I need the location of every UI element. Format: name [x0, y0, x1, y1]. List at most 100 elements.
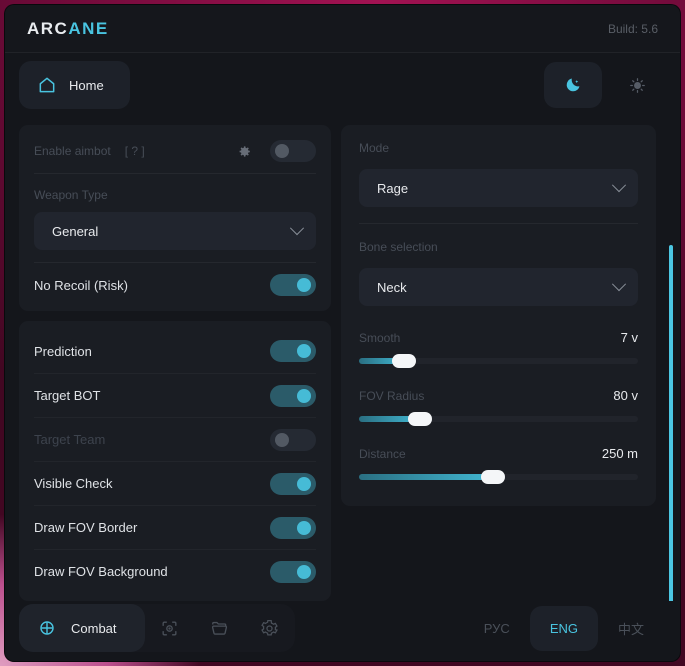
smooth-slider[interactable]	[359, 354, 638, 368]
smooth-value: 7 v	[620, 330, 638, 345]
build-version: Build: 5.6	[607, 21, 658, 36]
footer-bar: Combat РУС ENG 中文	[5, 601, 680, 661]
home-icon	[37, 75, 57, 95]
lang-rus-button[interactable]: РУС	[464, 606, 530, 651]
mode-settings-card: Mode Rage Bone selection Neck Smooth 7 v	[341, 125, 656, 506]
fov-radius-value: 80 v	[613, 388, 638, 403]
lang-zh-label: 中文	[617, 621, 644, 637]
target-bot-label: Target BOT	[34, 388, 101, 403]
help-hint: [ ? ]	[124, 144, 145, 158]
smooth-slider-section: Smooth 7 v	[359, 330, 638, 368]
mode-label: Mode	[359, 141, 390, 155]
lang-eng-label: ENG	[549, 620, 578, 636]
main-content: Enable aimbot [ ? ] Weapon Type General	[5, 117, 680, 601]
weapon-type-dropdown[interactable]: General	[34, 212, 316, 250]
distance-label: Distance	[359, 446, 406, 461]
mode-dropdown[interactable]: Rage	[359, 169, 638, 207]
left-column: Enable aimbot [ ? ] Weapon Type General	[19, 125, 331, 601]
visible-check-toggle[interactable]	[270, 472, 316, 495]
slider-handle[interactable]	[480, 470, 505, 484]
fov-radius-slider-section: FOV Radius 80 v	[359, 388, 638, 426]
weapon-type-value: General	[52, 223, 99, 239]
slider-fill	[359, 470, 505, 484]
right-column: Mode Rage Bone selection Neck Smooth 7 v	[341, 125, 656, 601]
no-recoil-label: No Recoil (Risk)	[34, 277, 128, 293]
target-team-label: Target Team	[34, 432, 106, 447]
light-mode-button[interactable]	[608, 62, 666, 108]
visible-check-label: Visible Check	[34, 476, 113, 491]
target-bot-toggle[interactable]	[270, 384, 316, 407]
mode-value: Rage	[377, 180, 409, 196]
home-label: Home	[69, 77, 104, 93]
combat-tab[interactable]: Combat	[19, 604, 145, 652]
bone-value: Neck	[377, 279, 407, 295]
fov-radius-label: FOV Radius	[359, 388, 425, 403]
draw-fov-border-toggle[interactable]	[270, 516, 316, 539]
esp-tab[interactable]	[145, 604, 195, 652]
smooth-label: Smooth	[359, 330, 401, 345]
draw-fov-border-label: Draw FOV Border	[34, 520, 138, 535]
configs-tab[interactable]	[195, 604, 245, 652]
title-bar: ARCANE Build: 5.6	[5, 5, 680, 53]
toggle-knob	[297, 388, 311, 403]
enable-aimbot-label: Enable aimbot	[34, 144, 111, 158]
distance-slider[interactable]	[359, 470, 638, 484]
theme-toggle-group	[544, 62, 666, 108]
enable-aimbot-row: Enable aimbot [ ? ]	[34, 129, 316, 173]
bone-selection-label: Bone selection	[359, 240, 438, 254]
prediction-label: Prediction	[34, 343, 92, 359]
app-logo: ARCANE	[27, 19, 109, 39]
toggle-row: Prediction	[34, 329, 316, 373]
chevron-down-icon	[289, 221, 305, 236]
lang-eng-button[interactable]: ENG	[529, 605, 598, 651]
target-team-toggle[interactable]	[270, 428, 316, 451]
slider-fill	[359, 354, 416, 368]
toggle-row: Target Team	[34, 417, 316, 461]
chevron-down-icon	[611, 277, 627, 292]
fov-radius-slider[interactable]	[359, 412, 638, 426]
dark-mode-button[interactable]	[544, 62, 602, 108]
no-recoil-toggle[interactable]	[270, 274, 316, 296]
weapon-type-label: Weapon Type	[34, 188, 108, 202]
home-button[interactable]: Home	[19, 61, 130, 109]
settings-tab[interactable]	[245, 604, 295, 652]
toggle-knob	[297, 278, 311, 292]
divider	[359, 223, 638, 224]
language-switcher: РУС ENG 中文	[464, 604, 664, 653]
toggle-knob	[297, 476, 311, 491]
slider-fill	[359, 412, 433, 426]
app-window: ARCANE Build: 5.6 Home	[4, 4, 681, 662]
toggle-row: Visible Check	[34, 461, 316, 505]
divider	[34, 262, 316, 263]
logo-accent: ANE	[68, 18, 109, 38]
combat-label: Combat	[71, 620, 117, 636]
toggle-knob	[297, 520, 311, 535]
toggle-knob	[275, 432, 289, 447]
nav-bar: Home	[5, 53, 680, 117]
aim-options-card: Prediction Target BOT Target Team Visibl…	[19, 321, 331, 601]
enable-aimbot-toggle[interactable]	[270, 140, 316, 162]
divider	[34, 173, 316, 174]
toggle-row: Draw FOV Background	[34, 549, 316, 593]
lang-rus-label: РУС	[483, 620, 510, 636]
bone-dropdown[interactable]: Neck	[359, 268, 638, 306]
toggle-knob	[275, 144, 289, 158]
draw-fov-background-toggle[interactable]	[270, 560, 316, 583]
toggle-row: Target BOT	[34, 373, 316, 417]
chevron-down-icon	[611, 178, 627, 193]
moon-icon	[564, 76, 582, 94]
prediction-toggle[interactable]	[270, 340, 316, 362]
settings-gear-icon	[260, 619, 279, 638]
vertical-scrollbar[interactable]	[669, 245, 673, 601]
logo-primary: ARC	[27, 18, 69, 38]
slider-handle[interactable]	[408, 412, 433, 426]
toggle-knob	[297, 344, 311, 358]
draw-fov-background-label: Draw FOV Background	[34, 564, 168, 579]
lang-zh-button[interactable]: 中文	[598, 604, 664, 653]
no-recoil-row: No Recoil (Risk)	[34, 263, 316, 307]
distance-slider-section: Distance 250 m	[359, 446, 638, 484]
aimbot-card: Enable aimbot [ ? ] Weapon Type General	[19, 125, 331, 311]
aimbot-gear-icon[interactable]	[235, 143, 252, 160]
section-tabs: Combat	[19, 604, 295, 652]
slider-handle[interactable]	[391, 354, 416, 368]
